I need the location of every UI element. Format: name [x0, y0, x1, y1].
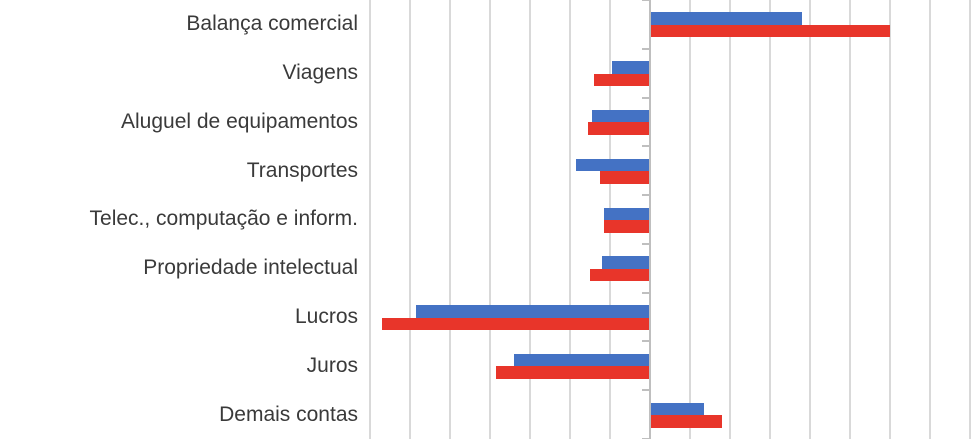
bar-red-0: [650, 24, 890, 38]
bar-red-4: [604, 220, 650, 233]
category-label-6: Lucros: [294, 305, 358, 329]
category-label-7: Juros: [306, 353, 358, 377]
category-axis-tick: [642, 96, 650, 99]
category-axis-tick: [642, 340, 650, 343]
category-axis-tick: [642, 242, 650, 245]
category-label-0: Balança comercial: [186, 12, 358, 36]
category-axis-tick: [642, 194, 650, 197]
category-label-8: Demais contas: [219, 402, 358, 426]
category-label-5: Propriedade intelectual: [143, 256, 358, 280]
vertical-gridline: [489, 0, 491, 439]
bar-red-1: [594, 73, 650, 87]
vertical-gridline: [969, 0, 971, 439]
bar-blue-6: [416, 305, 650, 318]
bar-blue-4: [604, 207, 650, 220]
vertical-gridline: [689, 0, 691, 439]
vertical-gridline: [889, 0, 891, 439]
bar-red-7: [496, 366, 650, 379]
bar-blue-0: [650, 12, 802, 25]
zero-axis-line: [649, 0, 651, 439]
category-label-2: Aluguel de equipamentos: [120, 109, 358, 133]
vertical-gridline: [729, 0, 731, 439]
vertical-gridline: [769, 0, 771, 439]
bar-blue-3: [576, 158, 650, 172]
category-axis-tick: [642, 0, 650, 1]
bar-blue-1: [612, 61, 650, 74]
category-label-3: Transportes: [246, 158, 358, 182]
bar-red-2: [588, 122, 650, 135]
vertical-gridline: [569, 0, 571, 439]
bar-blue-2: [592, 109, 650, 123]
bar-red-6: [382, 317, 650, 331]
vertical-gridline: [409, 0, 411, 439]
vertical-gridline: [529, 0, 531, 439]
bar-blue-5: [602, 256, 650, 269]
vertical-gridline: [369, 0, 371, 439]
vertical-gridline: [449, 0, 451, 439]
category-label-1: Viagens: [282, 61, 358, 85]
vertical-gridline: [809, 0, 811, 439]
category-label-4: Telec., computação e inform.: [89, 207, 358, 231]
category-axis-tick: [642, 145, 650, 148]
category-axis-tick: [642, 47, 650, 50]
vertical-gridline: [849, 0, 851, 439]
category-axis-tick: [642, 291, 650, 294]
bar-red-3: [600, 171, 650, 184]
vertical-gridline: [929, 0, 931, 439]
category-axis-tick: [642, 389, 650, 392]
bar-blue-7: [514, 353, 650, 367]
bar-red-8: [650, 415, 722, 428]
bar-red-5: [590, 268, 650, 282]
bar-blue-8: [650, 402, 704, 416]
